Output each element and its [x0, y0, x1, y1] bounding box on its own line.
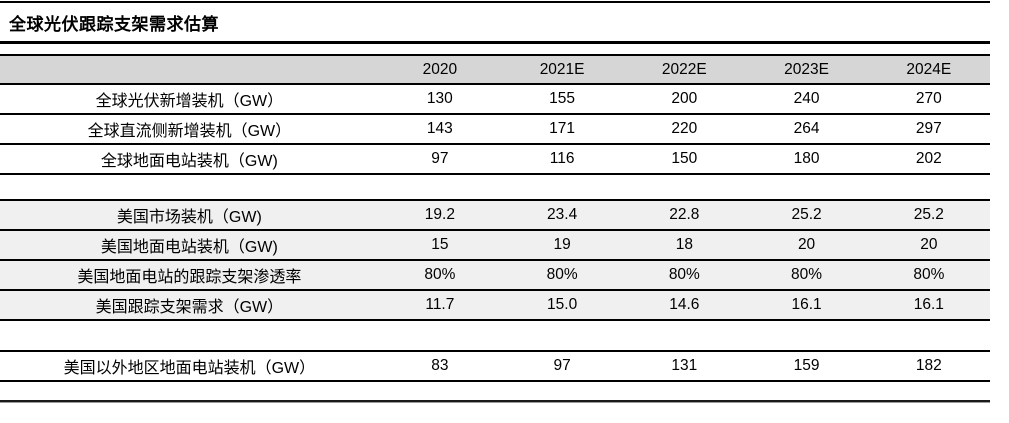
cell-value: 202 [915, 150, 942, 167]
cell-value: 182 [915, 357, 942, 374]
table-row: 美国以外地区地面电站装机（GW） 83 97 131 159 182 [0, 351, 990, 381]
cell-value: 150 [671, 150, 698, 167]
cell-value: 19.2 [424, 206, 455, 223]
spacer-cell [0, 174, 990, 200]
row-label: 美国以外地区地面电站装机（GW） [63, 360, 316, 377]
cell-value: 20 [797, 236, 816, 253]
cell-value: 80% [668, 266, 700, 283]
row-label: 美国地面电站的跟踪支架渗透率 [77, 269, 302, 286]
cell-value: 270 [915, 90, 942, 107]
cell-value: 80% [913, 266, 945, 283]
row-label: 美国地面电站装机（GW) [100, 239, 278, 256]
header-label-empty [0, 55, 379, 84]
section-spacer [0, 320, 990, 351]
cell-value: 200 [671, 90, 698, 107]
cell-value: 25.2 [913, 206, 944, 223]
table-row: 美国地面电站装机（GW) 15 19 18 20 20 [0, 230, 990, 260]
cell-value: 16.1 [913, 296, 944, 313]
cell-value: 130 [426, 90, 453, 107]
cell-value: 159 [793, 357, 820, 374]
cell-value: 16.1 [791, 296, 822, 313]
cell-value: 25.2 [791, 206, 822, 223]
cell-value: 220 [671, 120, 698, 137]
cell-value: 131 [671, 357, 698, 374]
cell-value: 264 [793, 120, 820, 137]
table-header: 2020 2021E 2022E 2023E 2024E [0, 55, 990, 84]
header-year: 2021E [539, 60, 585, 78]
row-label: 全球直流侧新增装机（GW） [87, 123, 292, 140]
table-row: 美国跟踪支架需求（GW） 11.7 15.0 14.6 16.1 16.1 [0, 290, 990, 320]
table-row: 全球地面电站装机（GW) 97 116 150 180 202 [0, 144, 990, 174]
title-underline-rule [0, 41, 990, 44]
row-label: 美国跟踪支架需求（GW） [95, 299, 284, 316]
cell-value: 83 [431, 357, 449, 374]
cell-value: 19 [553, 236, 571, 253]
cell-value: 20 [920, 236, 938, 253]
table-row: 美国市场装机（GW) 19.2 23.4 22.8 25.2 25.2 [0, 200, 990, 230]
cell-value: 297 [915, 120, 942, 137]
table-title: 全球光伏跟踪支架需求估算 [9, 15, 219, 34]
cell-value: 15.0 [547, 296, 578, 313]
bottom-double-rule [0, 400, 990, 403]
table-row: 全球直流侧新增装机（GW） 143 171 220 264 297 [0, 114, 990, 144]
cell-value: 116 [549, 150, 575, 167]
cell-value: 171 [549, 120, 576, 137]
header-year: 2024E [906, 60, 952, 78]
header-row: 2020 2021E 2022E 2023E 2024E [0, 55, 990, 84]
section-spacer [0, 174, 990, 200]
table-row: 全球光伏新增装机（GW） 130 155 200 240 270 [0, 84, 990, 114]
cell-value: 18 [675, 236, 693, 253]
top-rule [0, 1, 990, 3]
row-label: 美国市场装机（GW) [116, 209, 262, 226]
cell-value: 240 [793, 90, 820, 107]
header-year: 2020 [422, 60, 458, 78]
cell-value: 180 [793, 150, 820, 167]
cell-value: 80% [424, 266, 456, 283]
header-year: 2023E [784, 60, 829, 78]
header-year: 2022E [661, 60, 707, 78]
table-row: 美国地面电站的跟踪支架渗透率 80% 80% 80% 80% 80% [0, 260, 990, 290]
cell-value: 80% [791, 266, 823, 283]
cell-value: 143 [426, 120, 453, 137]
cell-value: 11.7 [425, 296, 455, 313]
table-body: 全球光伏新增装机（GW） 130 155 200 240 270 全球直流侧新增装机（GW）… [0, 84, 990, 381]
cell-value: 97 [553, 357, 571, 374]
row-label: 全球地面电站装机（GW) [100, 153, 278, 170]
demand-estimate-table: 2020 2021E 2022E 2023E 2024E 全球光伏新增装机（GW… [0, 54, 990, 382]
cell-value: 22.8 [669, 206, 700, 223]
cell-value: 155 [549, 90, 576, 107]
cell-value: 97 [431, 150, 449, 167]
cell-value: 14.6 [669, 296, 700, 313]
cell-value: 15 [431, 236, 449, 253]
row-label: 全球光伏新增装机（GW） [95, 93, 284, 110]
cell-value: 80% [546, 266, 578, 283]
spacer-cell [0, 320, 990, 351]
cell-value: 23.4 [547, 206, 578, 223]
